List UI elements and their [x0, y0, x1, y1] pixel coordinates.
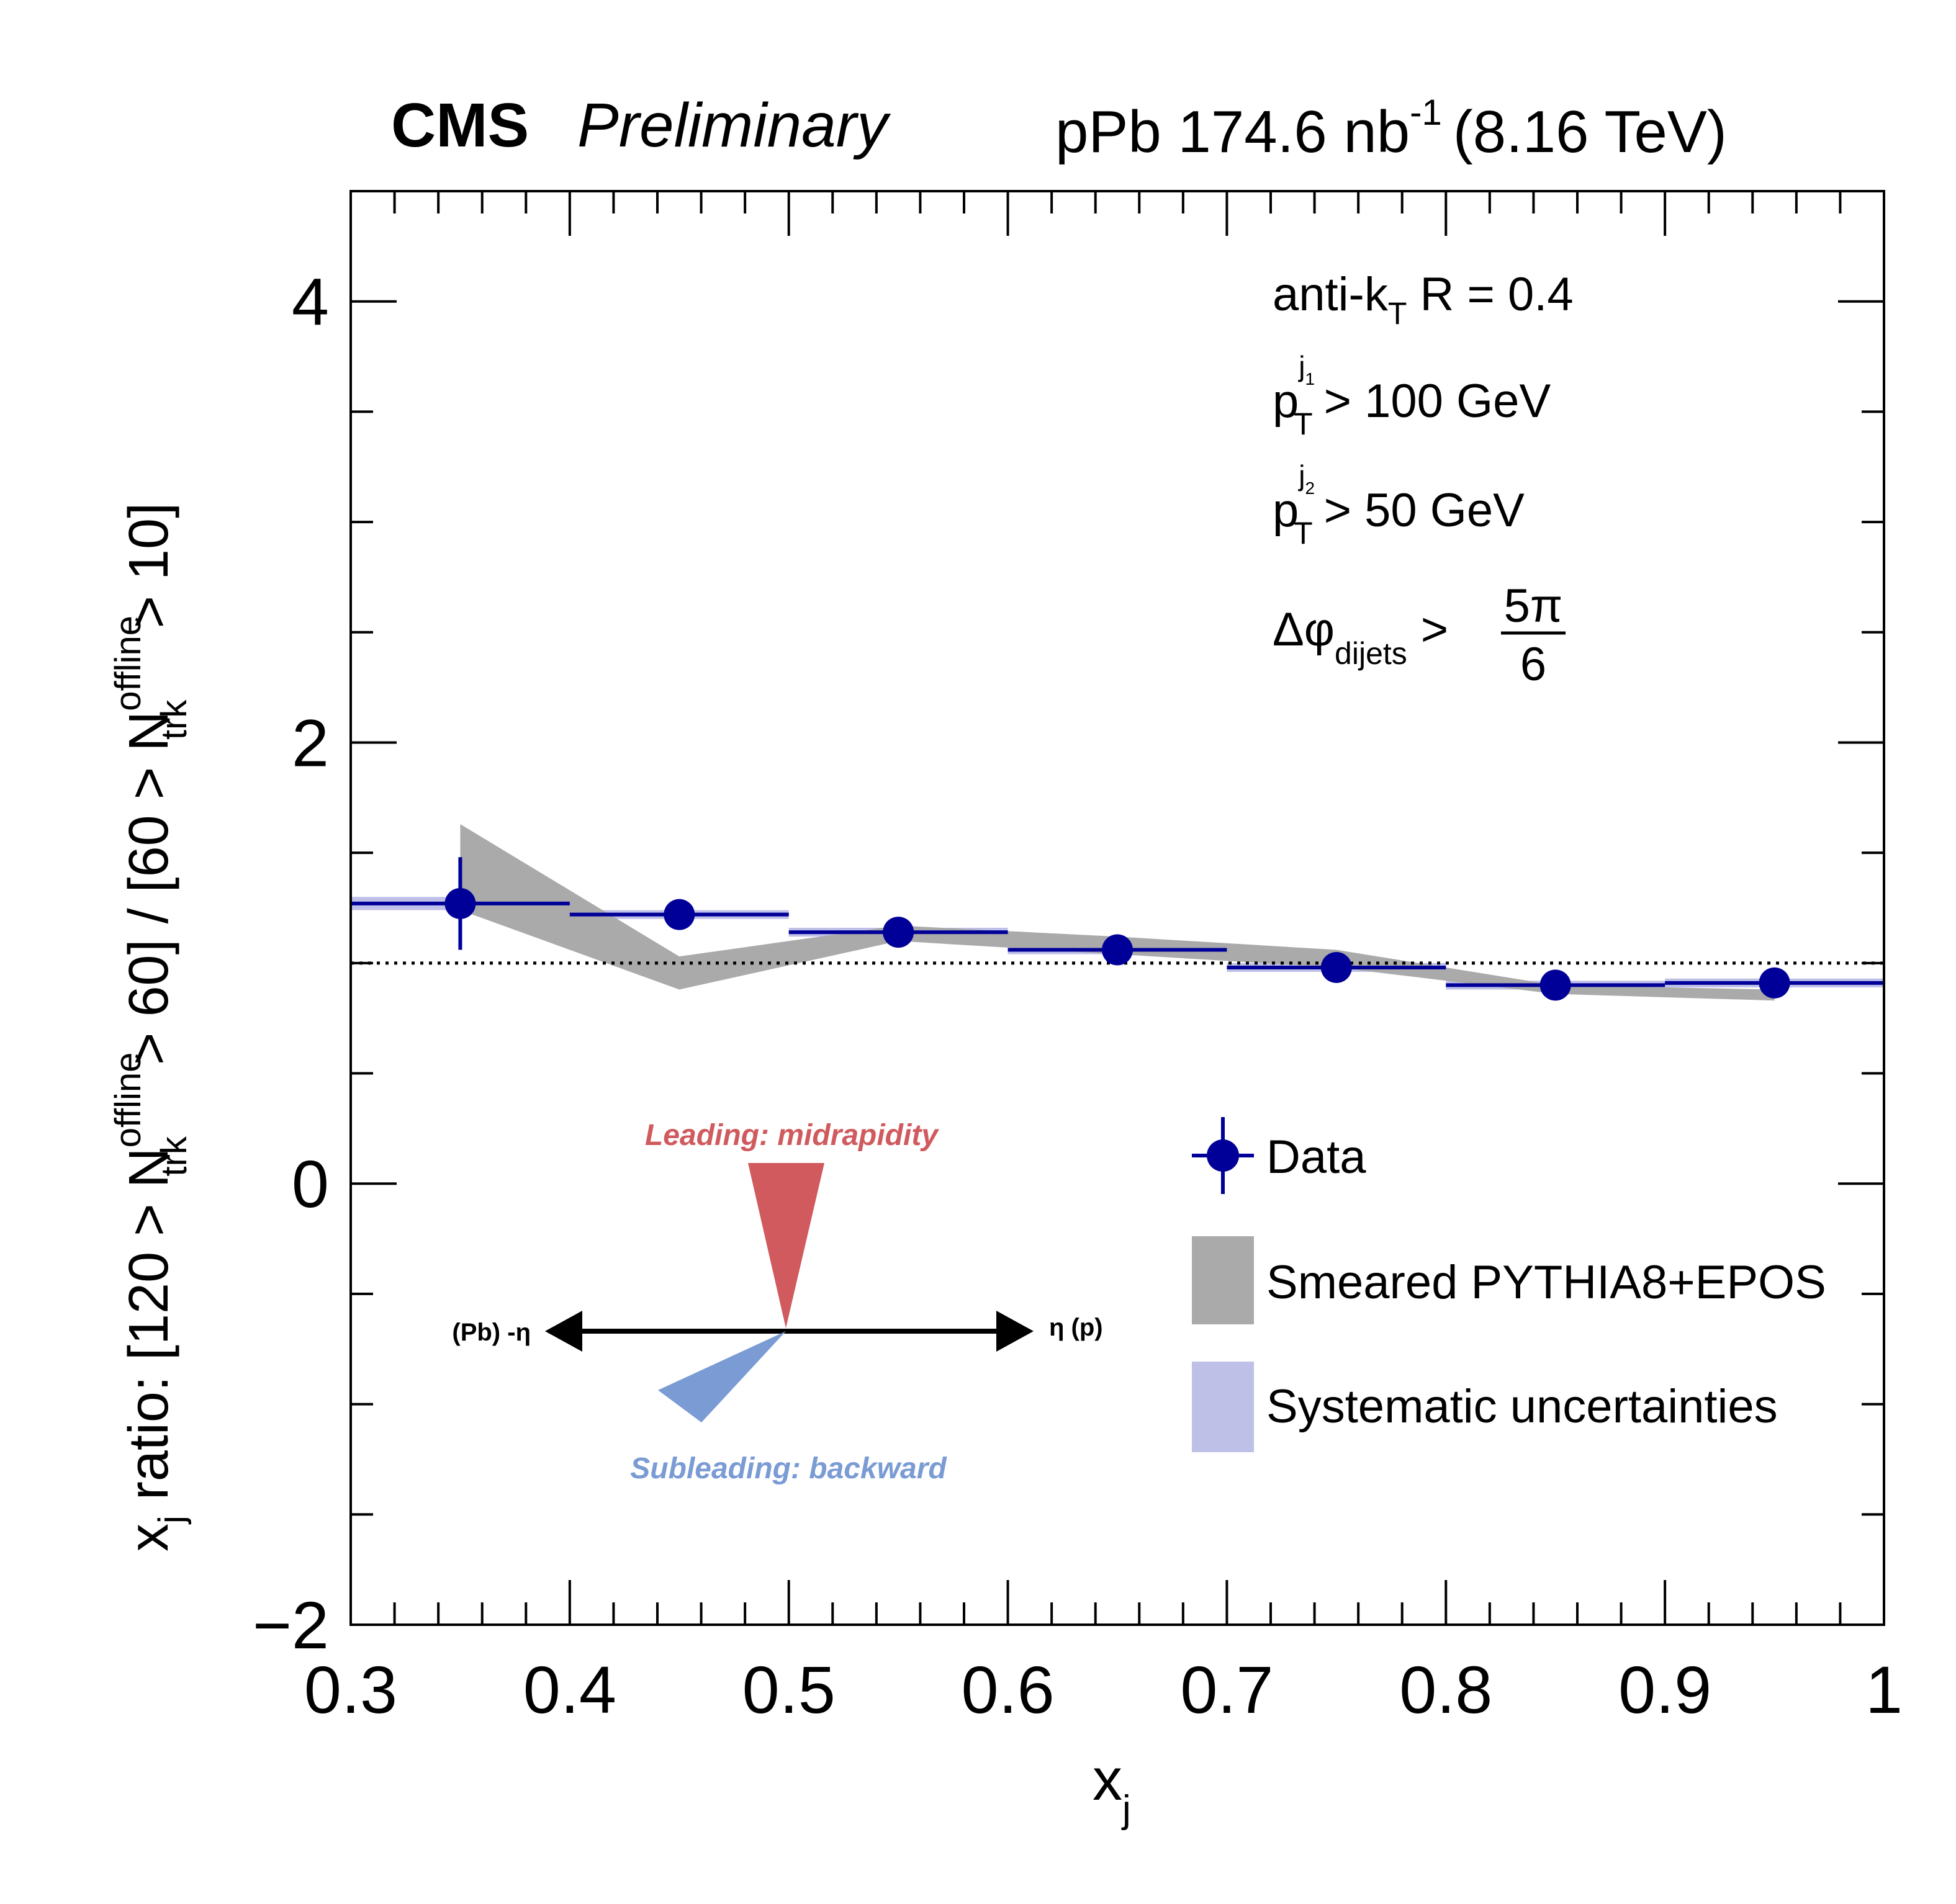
x-tick-label: 0.4 [523, 1652, 616, 1727]
pt2-sub: T [1294, 516, 1313, 550]
leading-label: Leading: midrapidity [645, 1119, 939, 1152]
ylabel-n1-sub: trk [154, 1136, 194, 1176]
x-tick-label: 1 [1865, 1652, 1903, 1727]
pt1-rest: > 100 GeV [1324, 375, 1551, 428]
ylabel-x-sub: j [151, 1516, 192, 1525]
y-axis-label: xj ratio: [120 > Nofflinetrk > 60] / [60… [108, 503, 194, 1551]
eta-arrow-left [545, 1311, 582, 1352]
pt1-sup-idx: 1 [1305, 369, 1315, 388]
x-tick-label: 0.7 [1180, 1652, 1273, 1727]
selection-annotations: anti-kT R = 0.4 pj1 T > 100 GeV pj2 T > 50 G… [1273, 268, 1574, 691]
y-tick-label: −2 [253, 1587, 329, 1663]
header-lumi: pPb 174.6 nb-1 (8.16 TeV) [1055, 92, 1727, 165]
eta-arrow-right [996, 1311, 1034, 1352]
jet-algo-main: anti-k [1273, 268, 1389, 321]
xlabel-sub: j [1121, 1788, 1131, 1831]
data-point [1320, 951, 1352, 983]
pt2-rest: > 50 GeV [1324, 484, 1525, 537]
pt1-sup-j: j [1297, 350, 1305, 382]
y-axis: −2 0 2 4 [253, 190, 1884, 1663]
ylabel-n2-sub: trk [154, 699, 194, 740]
x-tick-label: 0.6 [962, 1652, 1055, 1727]
pt2-text: pj2 T > 50 GeV [1273, 459, 1525, 550]
dphi-gt: > [1421, 603, 1448, 656]
legend-data-marker [1207, 1139, 1239, 1172]
eta-right-label: η (p) [1049, 1314, 1103, 1341]
header-energy: (8.16 TeV) [1453, 99, 1727, 165]
model-band-layer [460, 824, 1775, 1001]
pt1-text: pj1 T > 100 GeV [1273, 350, 1551, 441]
eta-left-label: (Pb) -η [452, 1319, 531, 1346]
dphi-denominator: 6 [1520, 638, 1546, 691]
data-point [664, 899, 695, 930]
ylabel-part4: > 10] [118, 503, 180, 644]
legend: Data Smeared PYTHIA8+EPOS Systematic unc… [1192, 1117, 1826, 1452]
pt1-p: p [1273, 375, 1299, 428]
ylabel-n1-sup: offline [108, 1053, 148, 1148]
data-layer [351, 857, 1884, 1001]
subleading-jet-cone [658, 1331, 786, 1422]
kinematics-diagram: Leading: midrapidity (Pb) -η η (p) Suble… [452, 1119, 1102, 1485]
legend-data-label: Data [1266, 1131, 1366, 1183]
data-point [444, 887, 476, 919]
ylabel-part2: ratio: [120 > N [118, 1147, 180, 1516]
pt1-sub: T [1294, 406, 1313, 441]
model-band [460, 824, 1775, 1001]
x-tick-label: 0.8 [1399, 1652, 1492, 1727]
ylabel-n2-sup: offline [108, 616, 148, 711]
plot-area: 0.3 0.4 0.5 0.6 0.7 0.8 0.9 1 −2 0 2 4 [253, 190, 1903, 1727]
data-point [1759, 967, 1790, 999]
subleading-label: Subleading: backward [630, 1452, 947, 1485]
x-axis: 0.3 0.4 0.5 0.6 0.7 0.8 0.9 1 [304, 191, 1903, 1727]
data-point [1102, 934, 1133, 966]
legend-model-swatch [1192, 1236, 1254, 1324]
y-tick-label: 4 [292, 264, 329, 339]
pt2-sup-idx: 2 [1305, 478, 1315, 498]
dphi-numerator: 5π [1504, 580, 1563, 632]
data-point [883, 917, 914, 948]
x-tick-label: 0.5 [742, 1652, 836, 1727]
x-axis-label: xj [1093, 1746, 1131, 1831]
jet-algo-text: anti-kT R = 0.4 [1273, 268, 1574, 331]
plot-frame [349, 190, 1885, 1626]
ylabel-x: x [118, 1524, 180, 1551]
header-lumi-exp: -1 [1410, 92, 1442, 133]
ylabel-part3: > 60] / [60 > N [118, 711, 180, 1080]
x-tick-label: 0.3 [304, 1652, 397, 1727]
leading-jet-cone [748, 1163, 824, 1328]
header-status: Preliminary [577, 91, 891, 160]
data-point [1539, 969, 1571, 1001]
header-experiment: CMS [391, 91, 529, 160]
legend-syst-label: Systematic uncertainties [1266, 1380, 1778, 1433]
pt2-sup-j: j [1297, 459, 1305, 492]
x-tick-label: 0.9 [1618, 1652, 1711, 1727]
dphi-text: Δφdijets > [1273, 603, 1448, 671]
legend-model-label: Smeared PYTHIA8+EPOS [1266, 1256, 1826, 1309]
dphi-main: Δφ [1273, 603, 1335, 656]
legend-syst-swatch [1192, 1362, 1254, 1452]
jet-algo-sub: T [1388, 296, 1407, 331]
xlabel-x: x [1093, 1746, 1122, 1813]
y-axis-label-text: xj ratio: [120 > Nofflinetrk > 60] / [60… [108, 503, 194, 1551]
y-tick-label: 2 [292, 705, 329, 780]
y-tick-label: 0 [292, 1146, 329, 1221]
header-lumi-text: pPb 174.6 nb [1055, 99, 1410, 165]
dphi-sub: dijets [1335, 636, 1407, 671]
pt2-p: p [1273, 484, 1299, 537]
jet-algo-rest: R = 0.4 [1407, 268, 1573, 321]
